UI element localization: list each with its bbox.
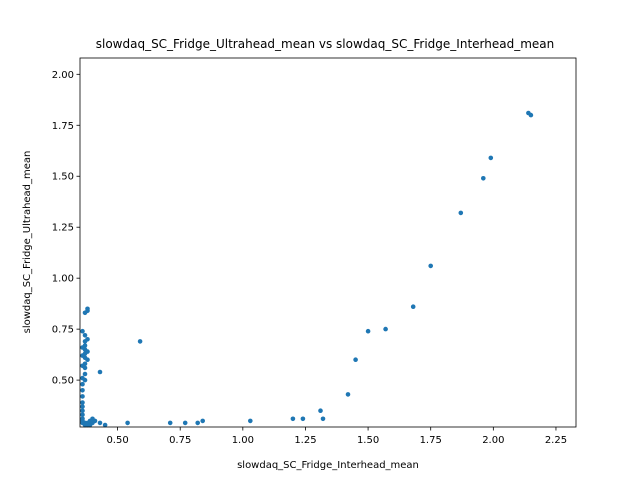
data-point bbox=[365, 328, 371, 334]
data-point bbox=[488, 155, 494, 161]
x-tick-label: 1.00 bbox=[232, 435, 254, 446]
x-tick-label: 1.50 bbox=[357, 435, 379, 446]
y-tick-label: 1.50 bbox=[52, 172, 74, 183]
data-point bbox=[80, 400, 85, 405]
data-point bbox=[82, 377, 88, 383]
data-point bbox=[200, 418, 205, 424]
data-point bbox=[167, 420, 173, 426]
y-tick-label: 0.50 bbox=[52, 376, 74, 387]
x-axis-label: slowdaq_SC_Fridge_Interhead_mean bbox=[237, 460, 419, 471]
y-tick-label: 1.25 bbox=[52, 223, 74, 234]
data-point bbox=[80, 363, 85, 369]
data-point bbox=[80, 416, 85, 422]
data-point bbox=[383, 326, 388, 332]
data-point bbox=[82, 333, 88, 338]
y-axis: 0.50 0.75 1.00 1.25 1.50 1.75 2.00 bbox=[52, 70, 80, 387]
data-point bbox=[320, 416, 326, 422]
x-tick-label: 0.75 bbox=[169, 435, 191, 446]
data-point bbox=[137, 339, 143, 344]
data-point bbox=[290, 416, 296, 422]
y-tick-label: 2.00 bbox=[52, 70, 74, 81]
data-point bbox=[248, 418, 253, 424]
data-point bbox=[481, 176, 486, 181]
data-point bbox=[182, 420, 188, 426]
data-point bbox=[80, 408, 85, 414]
y-axis-label: slowdaq_SC_Fridge_Ultrahead_mean bbox=[22, 151, 33, 334]
data-point bbox=[428, 263, 434, 269]
x-tick-label: 1.75 bbox=[420, 435, 442, 446]
data-point bbox=[102, 422, 108, 428]
data-point bbox=[85, 337, 90, 342]
y-tick-label: 1.00 bbox=[52, 274, 74, 285]
data-point bbox=[318, 408, 323, 414]
x-tick-label: 2.00 bbox=[482, 435, 504, 446]
data-point bbox=[80, 353, 85, 358]
plot-frame bbox=[79, 57, 577, 428]
data-point bbox=[80, 404, 85, 409]
y-tick-label: 1.75 bbox=[52, 121, 74, 132]
chart-title: slowdaq_SC_Fridge_Ultrahead_mean vs slow… bbox=[96, 37, 555, 51]
data-point bbox=[80, 381, 85, 387]
data-point bbox=[97, 420, 103, 426]
data-point bbox=[410, 304, 416, 310]
data-point bbox=[80, 388, 85, 393]
data-point bbox=[80, 394, 85, 399]
data-point bbox=[125, 420, 130, 426]
data-point bbox=[195, 420, 200, 426]
data-point bbox=[528, 112, 534, 118]
x-tick-label: 2.25 bbox=[545, 435, 567, 446]
data-point bbox=[80, 328, 85, 334]
data-point bbox=[300, 416, 306, 422]
data-point bbox=[80, 412, 85, 418]
data-point bbox=[80, 345, 85, 350]
data-point bbox=[97, 369, 103, 375]
data-point bbox=[85, 349, 90, 354]
data-point bbox=[458, 210, 464, 216]
x-axis: 0.50 0.75 1.00 1.25 1.50 1.75 2.00 2.25 bbox=[106, 427, 567, 446]
data-point bbox=[345, 392, 351, 397]
data-point bbox=[353, 357, 358, 363]
y-tick-label: 0.75 bbox=[52, 325, 74, 336]
data-point bbox=[82, 371, 88, 377]
data-point bbox=[85, 357, 90, 363]
data-point bbox=[85, 306, 90, 312]
x-tick-label: 1.25 bbox=[294, 435, 316, 446]
data-point bbox=[90, 420, 95, 426]
x-tick-label: 0.50 bbox=[106, 435, 128, 446]
points-layer bbox=[80, 110, 534, 428]
